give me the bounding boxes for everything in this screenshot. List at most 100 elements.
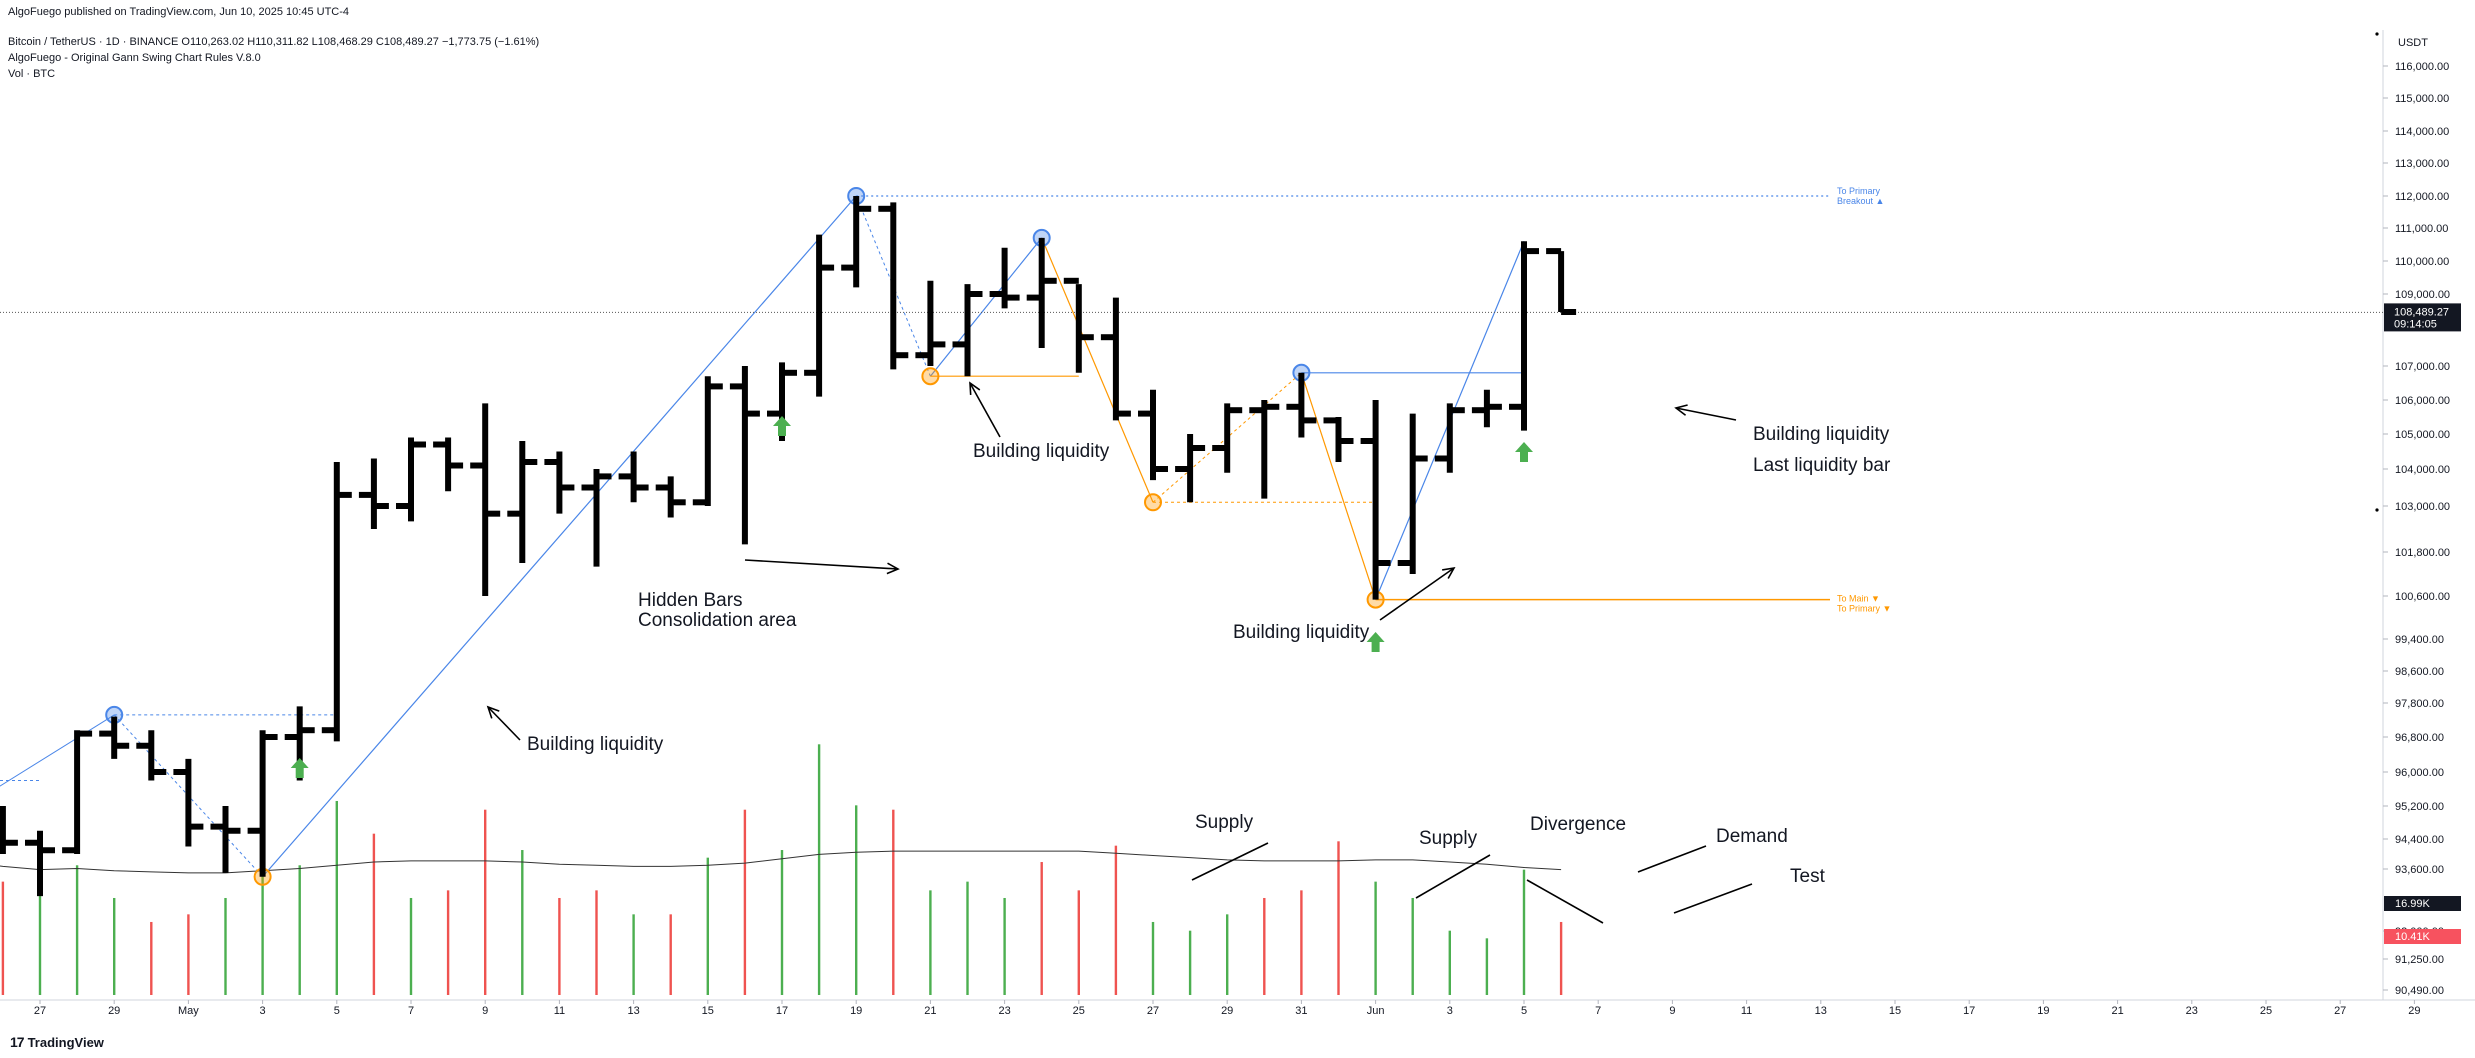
annotation-arrow [969,382,1001,438]
price-tick-label: 101,800.00 [2395,547,2450,559]
volume-legend[interactable]: Vol · BTC [8,68,56,80]
volume-bar [38,874,42,995]
annotation-line [1415,854,1491,899]
annotation-arrow [487,706,521,741]
time-tick-label: 19 [2037,1005,2049,1017]
tradingview-logo-icon: 17 [10,1034,25,1050]
volume-bar [1411,897,1414,995]
axis-currency-label: USDT [2398,37,2428,49]
annotation-building-liquidity-2: Building liquidity [973,441,1110,462]
annotation-hidden-bars: Hidden Bars [638,590,743,611]
ohlc-bar [1138,389,1168,481]
ohlc-bar [729,366,760,545]
annotation-arrow-head [886,562,900,575]
annotation-line [1526,879,1604,924]
time-tick-label: 27 [1147,1005,1159,1017]
time-tick-label: 5 [1521,1005,1527,1017]
last-price-label: 108,489.27 [2394,306,2449,318]
annotation-arrow [744,559,899,570]
volume-bar [224,897,227,995]
annotation-consolidation: Consolidation area [638,610,797,631]
time-tick-label: 15 [1889,1005,1901,1017]
price-tick-label: 91,250.00 [2395,954,2444,966]
symbol-line: Bitcoin / TetherUS · 1D · BINANCE O110,2… [8,36,540,48]
swing-line [262,195,857,878]
volume-bar [706,857,709,995]
annotation-arrow-head [1674,404,1688,416]
price-tick-label: 96,000.00 [2395,767,2444,779]
volume-bar [1040,862,1043,995]
annotation-arrow-head [1442,566,1456,579]
time-tick-label: 29 [2408,1005,2420,1017]
time-tick-label: Jun [1367,1005,1385,1017]
swing-low-marker [1144,493,1162,512]
price-tick-label: 97,800.00 [2395,698,2444,710]
annotation-line [1637,845,1707,873]
time-tick-label: 11 [554,1005,565,1017]
volume-bar [1374,881,1377,995]
price-tick-label: 115,000.00 [2395,93,2449,105]
time-tick-label: 5 [334,1005,340,1017]
volume-bar [75,865,79,995]
ohlc-bar [173,758,204,847]
ohlc-bar [470,403,501,596]
volume-bar [929,890,932,995]
volume-up-label: 16.99K [2395,898,2431,910]
annotation-line [1673,883,1753,914]
to-main-label: To Main ▼ [1837,594,1880,604]
volume-bar [261,874,264,995]
ohlc-bar [321,462,352,742]
ohlc-bar [841,196,872,288]
volume-bar [743,809,747,995]
annotation-building-liquidity-1: Building liquidity [527,734,664,755]
buy-signal-arrow-icon [1515,442,1533,462]
annotation-supply-2: Supply [1419,828,1478,849]
last-price-tag [2384,303,2461,332]
annotation-test: Test [1790,866,1825,887]
price-tick-label: 113,000.00 [2395,158,2449,170]
time-tick-label: 7 [1595,1005,1601,1017]
ohlc-bar [804,234,835,397]
time-tick-label: 15 [702,1005,714,1017]
ohlc-bar [25,830,55,897]
ohlc-bar [358,458,389,529]
buy-signal-arrow-icon [290,758,309,778]
volume-bar [1114,845,1118,995]
volume-bar [1077,890,1080,995]
price-tick-label: 95,200.00 [2395,801,2444,813]
price-tick-label: 110,000.00 [2395,256,2449,268]
volume-bar [1485,938,1489,995]
volume-bar [1263,897,1266,995]
tradingview-brand[interactable]: 17 TradingView [10,1034,104,1050]
volume-bar [335,800,338,995]
volume-bar [1522,869,1526,995]
annotation-arrow [1379,567,1455,621]
ohlc-bar [1286,372,1317,438]
volume-bar [1448,930,1451,995]
price-tick-label: 116,000.00 [2395,61,2449,73]
volume-bar [372,833,376,995]
brand-name: TradingView [27,1034,104,1050]
indicator-legend[interactable]: AlgoFuego - Original Gann Swing Chart Ru… [8,52,261,64]
volume-bar [817,744,821,995]
ohlc-bar [507,441,538,563]
time-tick-label: 31 [1295,1005,1307,1017]
annotation-supply-1: Supply [1195,812,1254,833]
primary-breakout-label: To Primary [1837,186,1881,196]
ohlc-bar [692,376,723,506]
price-tick-label: 107,000.00 [2395,361,2450,373]
price-tick-label: 103,000.00 [2395,501,2450,513]
annotation-divergence: Divergence [1530,814,1627,835]
volume-bar [966,881,969,995]
volume-bar [855,805,858,995]
ohlc-bar [989,247,1020,309]
ohlc-bar [1509,241,1539,431]
volume-bar [1,881,5,995]
time-tick-label: 29 [108,1005,120,1017]
ohlc-bar [99,716,130,759]
axis-dot [2375,508,2379,512]
time-tick-label: 27 [2334,1005,2346,1017]
time-tick-label: 27 [34,1005,46,1017]
time-tick-label: 21 [924,1005,936,1017]
